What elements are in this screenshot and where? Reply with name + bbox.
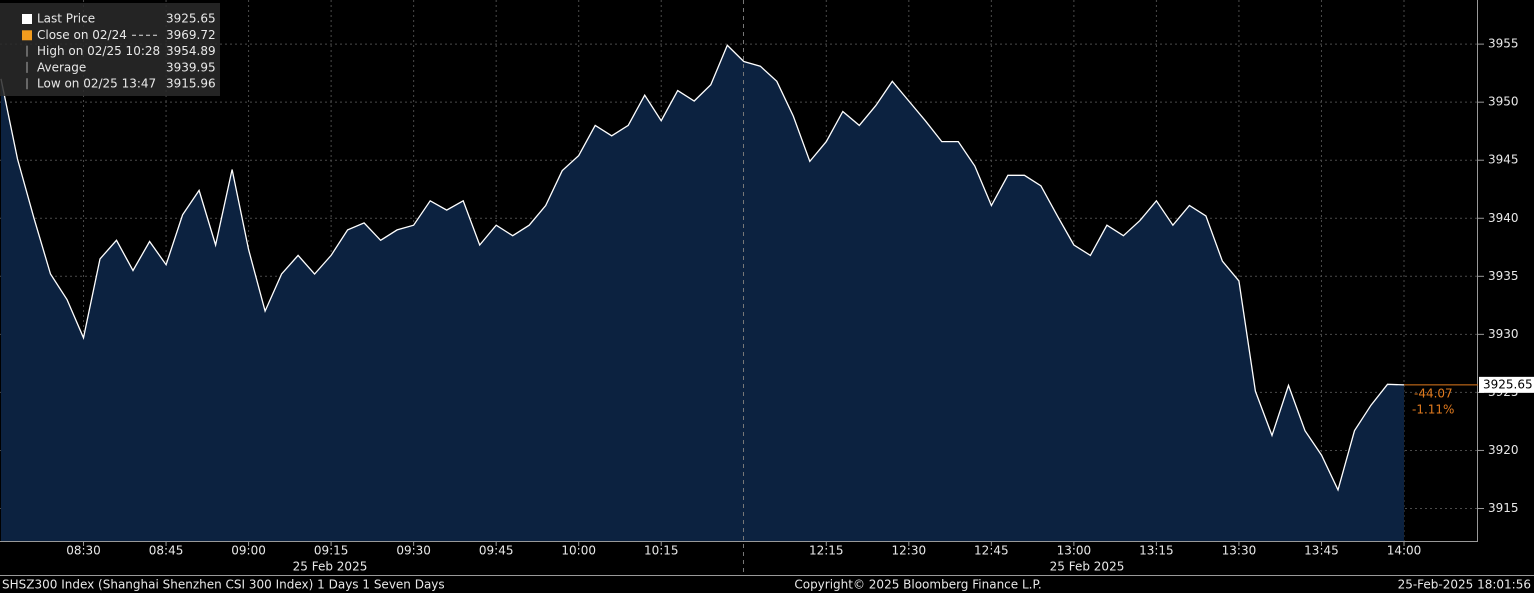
last-price-box (1479, 376, 1534, 393)
legend-label: Average (37, 60, 86, 74)
legend-swatch (22, 14, 32, 24)
date-label: 25 Feb 2025 (1050, 560, 1125, 574)
legend-value: 3939.95 (166, 60, 216, 74)
y-tick-label: 3950 (1488, 95, 1519, 109)
footer-right: 25-Feb-2025 18:01:56 (1398, 578, 1531, 592)
footer-center: Copyright© 2025 Bloomberg Finance L.P. (794, 578, 1041, 592)
legend-label: Close on 02/24 (37, 28, 127, 42)
x-tick-label: 10:15 (644, 544, 679, 558)
x-tick-label: 12:30 (892, 544, 927, 558)
x-tick-label: 08:45 (149, 544, 184, 558)
area (1, 45, 1404, 542)
y-tick-label: 3930 (1488, 327, 1519, 341)
x-tick-label: 13:15 (1139, 544, 1174, 558)
x-tick-label: 12:15 (809, 544, 844, 558)
x-tick-label: 09:15 (314, 544, 349, 558)
change-label: -1.11% (1412, 402, 1454, 416)
x-tick-label: 13:45 (1304, 544, 1339, 558)
x-tick-label: 13:00 (1057, 544, 1092, 558)
plot (0, 0, 1478, 542)
x-tick-label: 14:00 (1387, 544, 1422, 558)
y-tick-label: 3915 (1488, 501, 1519, 515)
legend-value: 3954.89 (166, 44, 216, 58)
x-tick-label: 13:30 (1222, 544, 1257, 558)
y-tick-label: 3955 (1488, 37, 1519, 51)
x-tick-label: 09:45 (479, 544, 514, 558)
date-label: 25 Feb 2025 (293, 560, 368, 574)
last-price-label: 3925.65 (1483, 377, 1533, 391)
x-tick-label: 09:00 (231, 544, 266, 558)
y-tick-label: 3945 (1488, 153, 1519, 167)
legend-value: 3925.65 (166, 12, 216, 26)
x-tick-label: 10:00 (561, 544, 596, 558)
y-tick-label: 3920 (1488, 443, 1519, 457)
legend-label: Last Price (37, 12, 95, 26)
legend-label: High on 02/25 10:28 (37, 44, 160, 58)
legend-value: 3915.96 (166, 77, 216, 91)
x-tick-label: 09:30 (396, 544, 431, 558)
legend-value: 3969.72 (166, 28, 216, 42)
legend: Last Price 3925.65 Close on 02/24 3969.72 Hi… (22, 12, 216, 91)
y-tick-label: 3935 (1488, 269, 1519, 283)
x-tick-label: 12:45 (974, 544, 1009, 558)
y-tick-label: 3940 (1488, 211, 1519, 225)
change-label: -44.07 (1414, 386, 1453, 400)
legend-swatch (22, 30, 32, 41)
line (0, 44, 1405, 492)
x-tick-label: 08:30 (66, 544, 101, 558)
legend-box (0, 3, 220, 96)
footer-left: SHSZ300 Index (Shanghai Shenzhen CSI 300… (2, 578, 445, 592)
legend-label: Low on 02/25 13:47 (37, 77, 156, 91)
